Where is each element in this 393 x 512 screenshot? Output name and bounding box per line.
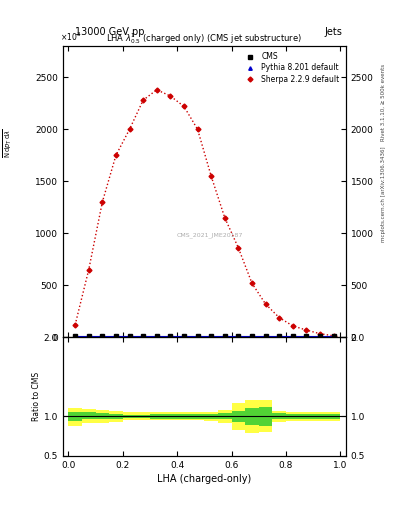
Title: LHA $\lambda^{1}_{0.5}$ (charged only) (CMS jet substructure): LHA $\lambda^{1}_{0.5}$ (charged only) (… [107, 31, 302, 46]
CMS [168, 333, 173, 339]
CMS [222, 333, 227, 339]
Sherpa 2.2.9 default [100, 199, 105, 205]
Pythia 8.201 default [277, 333, 281, 339]
Pythia 8.201 default [222, 333, 227, 339]
Pythia 8.201 default [114, 333, 118, 339]
Legend: CMS, Pythia 8.201 default, Sherpa 2.2.9 default: CMS, Pythia 8.201 default, Sherpa 2.2.9 … [240, 50, 342, 86]
CMS [100, 333, 105, 339]
CMS [250, 333, 254, 339]
X-axis label: LHA (charged-only): LHA (charged-only) [157, 474, 252, 484]
Text: $\times10^{3}$: $\times10^{3}$ [60, 31, 81, 43]
Sherpa 2.2.9 default [182, 103, 186, 110]
Sherpa 2.2.9 default [263, 301, 268, 307]
CMS [263, 333, 268, 339]
Sherpa 2.2.9 default [195, 126, 200, 133]
Sherpa 2.2.9 default [141, 97, 145, 103]
Pythia 8.201 default [100, 333, 105, 339]
CMS [304, 333, 309, 339]
Pythia 8.201 default [318, 333, 322, 339]
Pythia 8.201 default [182, 333, 186, 339]
CMS [127, 333, 132, 339]
CMS [182, 333, 186, 339]
Pythia 8.201 default [263, 333, 268, 339]
Pythia 8.201 default [195, 333, 200, 339]
Pythia 8.201 default [141, 333, 145, 339]
Sherpa 2.2.9 default [318, 331, 322, 337]
CMS [114, 333, 118, 339]
Line: Sherpa 2.2.9 default: Sherpa 2.2.9 default [73, 88, 335, 337]
CMS [154, 333, 159, 339]
Pythia 8.201 default [250, 333, 254, 339]
Sherpa 2.2.9 default [154, 87, 159, 93]
Text: Jets: Jets [324, 27, 342, 37]
CMS [195, 333, 200, 339]
Pythia 8.201 default [154, 333, 159, 339]
Text: mcplots.cern.ch [arXiv:1306.3436]: mcplots.cern.ch [arXiv:1306.3436] [381, 147, 386, 242]
Y-axis label: Ratio to CMS: Ratio to CMS [32, 372, 41, 421]
Text: $\frac{1}{\mathrm{N}}\frac{\mathrm{d}^2\mathrm{N}}{\mathrm{d}p_T\,\mathrm{d}\lam: $\frac{1}{\mathrm{N}}\frac{\mathrm{d}^2\… [0, 129, 14, 158]
CMS [209, 333, 213, 339]
Pythia 8.201 default [304, 333, 309, 339]
CMS [73, 333, 77, 339]
Line: Pythia 8.201 default: Pythia 8.201 default [73, 334, 335, 338]
Pythia 8.201 default [127, 333, 132, 339]
Text: 13000 GeV pp: 13000 GeV pp [75, 27, 144, 37]
Sherpa 2.2.9 default [304, 327, 309, 333]
Sherpa 2.2.9 default [168, 93, 173, 99]
Pythia 8.201 default [209, 333, 213, 339]
Sherpa 2.2.9 default [236, 245, 241, 251]
Sherpa 2.2.9 default [222, 215, 227, 221]
CMS [86, 333, 91, 339]
Sherpa 2.2.9 default [86, 267, 91, 273]
Sherpa 2.2.9 default [73, 322, 77, 328]
CMS [141, 333, 145, 339]
CMS [331, 333, 336, 339]
Sherpa 2.2.9 default [331, 333, 336, 339]
Pythia 8.201 default [168, 333, 173, 339]
Line: CMS: CMS [73, 334, 335, 338]
Sherpa 2.2.9 default [209, 173, 213, 179]
CMS [290, 333, 295, 339]
CMS [277, 333, 281, 339]
Text: Rivet 3.1.10, ≥ 500k events: Rivet 3.1.10, ≥ 500k events [381, 64, 386, 141]
Sherpa 2.2.9 default [250, 280, 254, 286]
CMS [236, 333, 241, 339]
Pythia 8.201 default [290, 333, 295, 339]
Pythia 8.201 default [331, 333, 336, 339]
Sherpa 2.2.9 default [114, 152, 118, 158]
CMS [318, 333, 322, 339]
Pythia 8.201 default [86, 333, 91, 339]
Pythia 8.201 default [73, 333, 77, 339]
Sherpa 2.2.9 default [290, 323, 295, 329]
Sherpa 2.2.9 default [277, 314, 281, 321]
Pythia 8.201 default [236, 333, 241, 339]
Sherpa 2.2.9 default [127, 126, 132, 133]
Text: CMS_2021_JME20187: CMS_2021_JME20187 [177, 232, 243, 238]
